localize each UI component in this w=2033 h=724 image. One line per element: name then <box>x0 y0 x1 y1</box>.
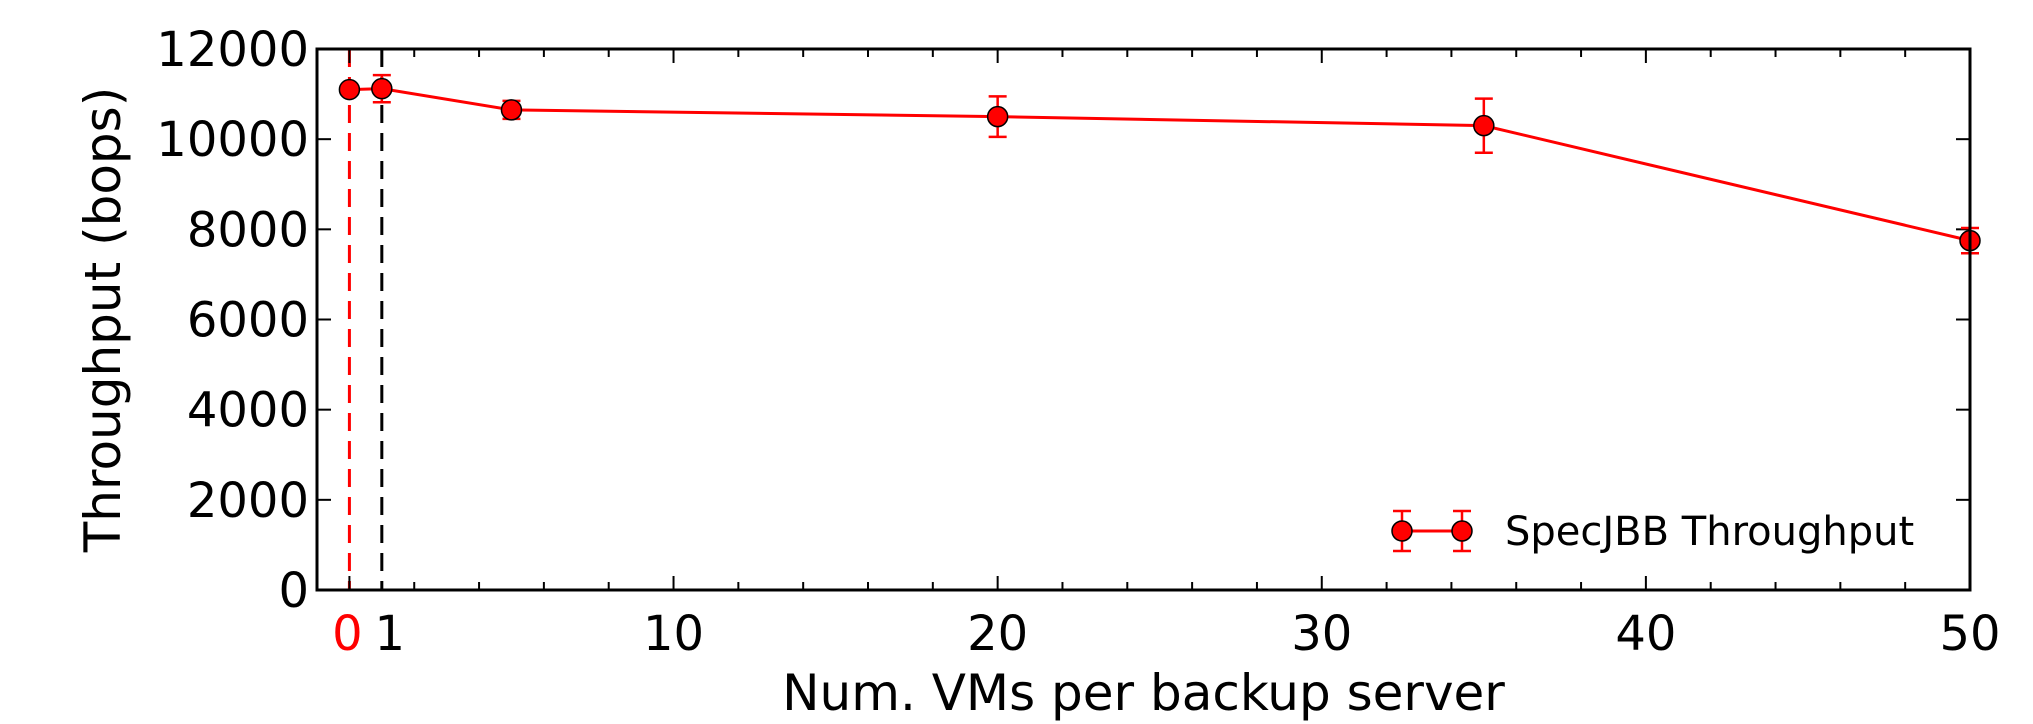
y-tick-label: 12000 <box>156 22 309 78</box>
legend-marker <box>1391 509 1473 553</box>
data-point <box>1473 114 1495 137</box>
y-tick-label: 6000 <box>187 293 309 349</box>
legend-label: SpecJBB Throughput <box>1505 509 1914 555</box>
x-tick-label: 30 <box>1291 606 1352 662</box>
x-tick-label: 20 <box>967 606 1028 662</box>
legend-point <box>1391 520 1413 542</box>
series-group <box>338 73 1981 255</box>
y-tick-label: 2000 <box>187 473 309 529</box>
data-point <box>986 105 1009 128</box>
y-axis-ticks: 0 2000 4000 6000 8000 10000 12000 <box>156 22 1970 619</box>
y-tick-label: 0 <box>278 563 309 619</box>
data-point <box>338 78 361 101</box>
y-tick-label: 4000 <box>187 383 309 439</box>
legend: SpecJBB Throughput <box>1391 509 1914 555</box>
series-line <box>349 87 1971 243</box>
y-axis-label: Throughput (bops) <box>74 87 132 553</box>
x-tick-label: 1 <box>375 606 406 662</box>
x-tick-label: 0 <box>332 606 363 662</box>
plot-frame <box>315 47 1972 592</box>
data-point <box>500 99 523 121</box>
legend-point <box>1451 520 1473 542</box>
x-tick-label: 10 <box>643 606 704 662</box>
y-tick-label: 8000 <box>187 202 309 258</box>
reference-lines <box>347 49 384 590</box>
x-axis-ticks: 0 1 10 20 30 40 50 <box>332 49 2001 662</box>
x-axis-label: Num. VMs per backup server <box>782 664 1505 722</box>
x-tick-label: 40 <box>1615 606 1676 662</box>
data-point <box>371 77 393 100</box>
y-tick-label: 10000 <box>156 112 309 168</box>
x-tick-label: 50 <box>1939 606 2000 662</box>
